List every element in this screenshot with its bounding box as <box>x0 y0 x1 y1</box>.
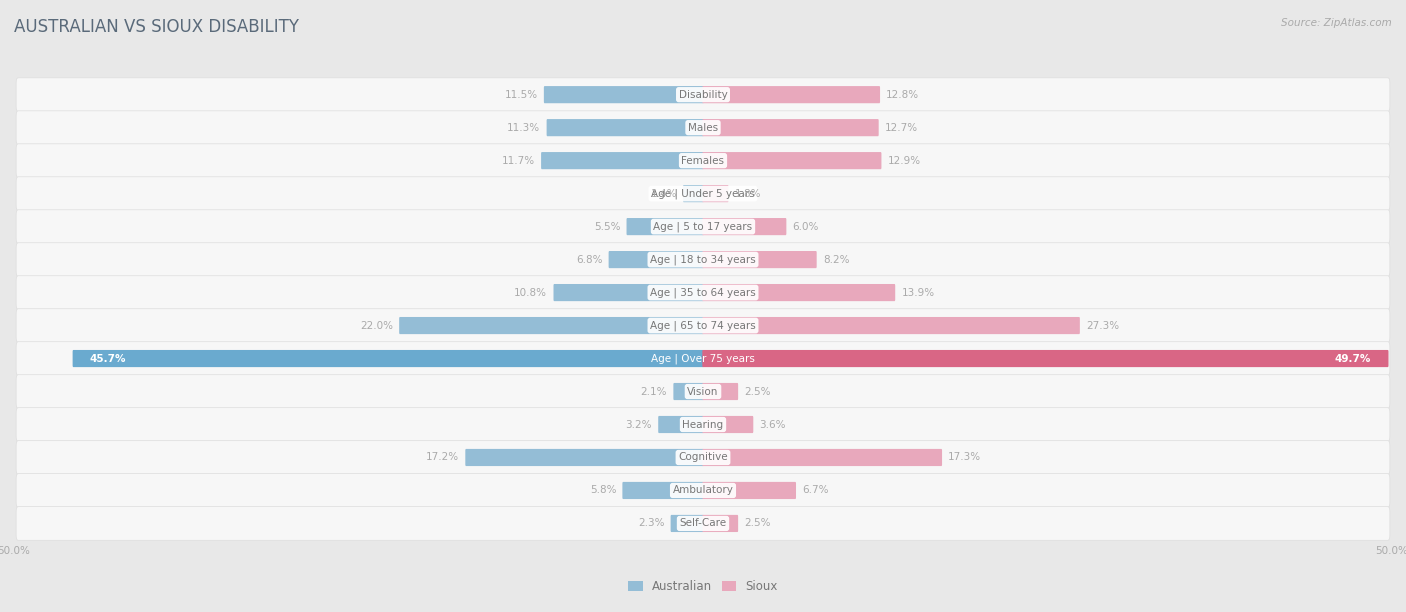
Text: 11.5%: 11.5% <box>505 90 537 100</box>
FancyBboxPatch shape <box>609 251 703 268</box>
FancyBboxPatch shape <box>15 441 1391 474</box>
FancyBboxPatch shape <box>703 350 1389 367</box>
Text: 11.7%: 11.7% <box>502 155 534 166</box>
Text: Source: ZipAtlas.com: Source: ZipAtlas.com <box>1281 18 1392 28</box>
FancyBboxPatch shape <box>703 416 754 433</box>
FancyBboxPatch shape <box>15 111 1391 144</box>
FancyBboxPatch shape <box>15 78 1391 111</box>
Text: Males: Males <box>688 122 718 133</box>
Text: 12.9%: 12.9% <box>887 155 921 166</box>
FancyBboxPatch shape <box>554 284 703 301</box>
Text: 22.0%: 22.0% <box>360 321 392 330</box>
FancyBboxPatch shape <box>703 317 1080 334</box>
Text: 2.5%: 2.5% <box>744 518 770 528</box>
FancyBboxPatch shape <box>703 482 796 499</box>
FancyBboxPatch shape <box>15 341 1391 375</box>
Text: 12.8%: 12.8% <box>886 90 920 100</box>
Text: Ambulatory: Ambulatory <box>672 485 734 496</box>
Text: Age | 18 to 34 years: Age | 18 to 34 years <box>650 255 756 265</box>
Text: 50.0%: 50.0% <box>0 547 31 556</box>
Text: 3.6%: 3.6% <box>759 419 786 430</box>
Text: 50.0%: 50.0% <box>1375 547 1406 556</box>
FancyBboxPatch shape <box>683 185 703 202</box>
Text: 45.7%: 45.7% <box>90 354 127 364</box>
Text: 12.7%: 12.7% <box>884 122 918 133</box>
FancyBboxPatch shape <box>15 276 1391 310</box>
FancyBboxPatch shape <box>15 210 1391 244</box>
FancyBboxPatch shape <box>465 449 703 466</box>
Text: Hearing: Hearing <box>682 419 724 430</box>
Text: 5.8%: 5.8% <box>589 485 616 496</box>
FancyBboxPatch shape <box>703 383 738 400</box>
Text: AUSTRALIAN VS SIOUX DISABILITY: AUSTRALIAN VS SIOUX DISABILITY <box>14 18 299 36</box>
Text: 3.2%: 3.2% <box>626 419 652 430</box>
Text: 8.2%: 8.2% <box>823 255 849 264</box>
Text: Females: Females <box>682 155 724 166</box>
Text: Self-Care: Self-Care <box>679 518 727 528</box>
FancyBboxPatch shape <box>703 218 786 235</box>
FancyBboxPatch shape <box>15 308 1391 342</box>
Text: 27.3%: 27.3% <box>1085 321 1119 330</box>
FancyBboxPatch shape <box>15 507 1391 540</box>
FancyBboxPatch shape <box>399 317 703 334</box>
FancyBboxPatch shape <box>703 515 738 532</box>
FancyBboxPatch shape <box>673 383 703 400</box>
Text: 6.8%: 6.8% <box>576 255 602 264</box>
Text: 6.7%: 6.7% <box>803 485 828 496</box>
FancyBboxPatch shape <box>703 284 896 301</box>
Text: Age | Under 5 years: Age | Under 5 years <box>651 188 755 199</box>
FancyBboxPatch shape <box>623 482 703 499</box>
Text: Age | 65 to 74 years: Age | 65 to 74 years <box>650 320 756 331</box>
FancyBboxPatch shape <box>15 474 1391 507</box>
Text: 13.9%: 13.9% <box>901 288 935 297</box>
Text: 17.3%: 17.3% <box>948 452 981 463</box>
FancyBboxPatch shape <box>15 375 1391 408</box>
FancyBboxPatch shape <box>541 152 703 169</box>
FancyBboxPatch shape <box>703 152 882 169</box>
FancyBboxPatch shape <box>703 119 879 136</box>
Text: 10.8%: 10.8% <box>515 288 547 297</box>
FancyBboxPatch shape <box>547 119 703 136</box>
Legend: Australian, Sioux: Australian, Sioux <box>624 575 782 598</box>
Text: 2.3%: 2.3% <box>638 518 665 528</box>
FancyBboxPatch shape <box>703 185 728 202</box>
FancyBboxPatch shape <box>703 86 880 103</box>
FancyBboxPatch shape <box>73 350 703 367</box>
Text: 1.8%: 1.8% <box>735 188 761 199</box>
Text: 17.2%: 17.2% <box>426 452 460 463</box>
Text: Age | Over 75 years: Age | Over 75 years <box>651 353 755 364</box>
Text: Age | 5 to 17 years: Age | 5 to 17 years <box>654 222 752 232</box>
Text: 49.7%: 49.7% <box>1334 354 1371 364</box>
Text: 5.5%: 5.5% <box>593 222 620 231</box>
Text: 2.1%: 2.1% <box>641 387 668 397</box>
FancyBboxPatch shape <box>658 416 703 433</box>
FancyBboxPatch shape <box>15 243 1391 277</box>
Text: 2.5%: 2.5% <box>744 387 770 397</box>
Text: Age | 35 to 64 years: Age | 35 to 64 years <box>650 287 756 298</box>
FancyBboxPatch shape <box>703 449 942 466</box>
FancyBboxPatch shape <box>671 515 703 532</box>
FancyBboxPatch shape <box>544 86 703 103</box>
Text: 6.0%: 6.0% <box>793 222 818 231</box>
FancyBboxPatch shape <box>15 177 1391 211</box>
FancyBboxPatch shape <box>15 144 1391 177</box>
FancyBboxPatch shape <box>627 218 703 235</box>
FancyBboxPatch shape <box>15 408 1391 441</box>
Text: Vision: Vision <box>688 387 718 397</box>
Text: Disability: Disability <box>679 90 727 100</box>
FancyBboxPatch shape <box>703 251 817 268</box>
Text: 11.3%: 11.3% <box>508 122 540 133</box>
Text: Cognitive: Cognitive <box>678 452 728 463</box>
Text: 1.4%: 1.4% <box>651 188 676 199</box>
